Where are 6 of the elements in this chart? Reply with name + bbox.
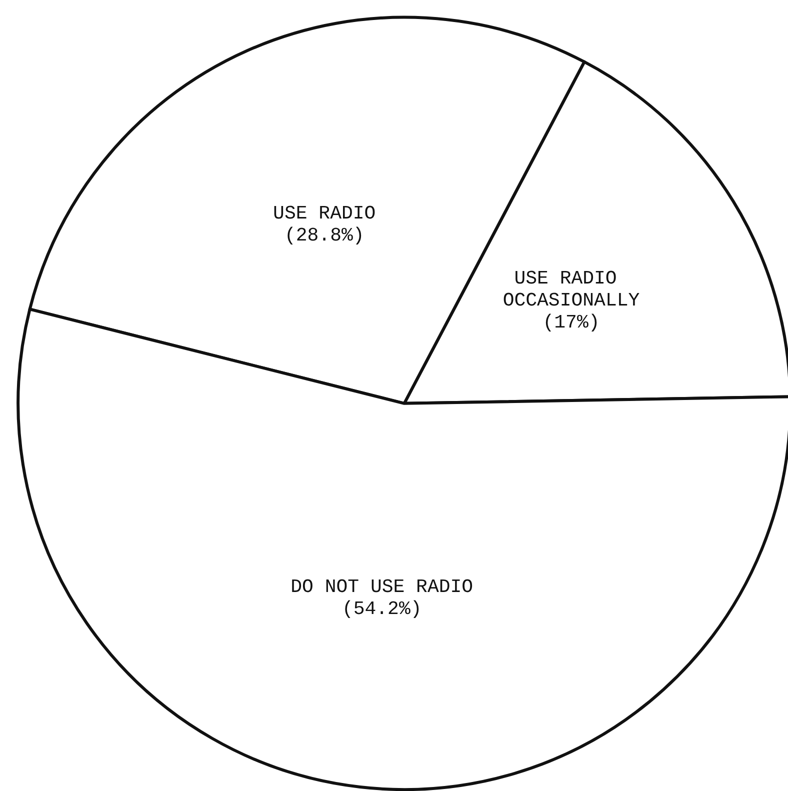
slice-label: DO NOT USE RADIO (290, 576, 474, 598)
data-label: (28.8%) (284, 224, 364, 246)
slice-label: USE RADIO (273, 202, 376, 224)
data-label: (54.2%) (342, 598, 422, 620)
slice-label: USE RADIO OCCASIONALLY (502, 268, 640, 312)
data-label: (17%) (542, 312, 600, 334)
